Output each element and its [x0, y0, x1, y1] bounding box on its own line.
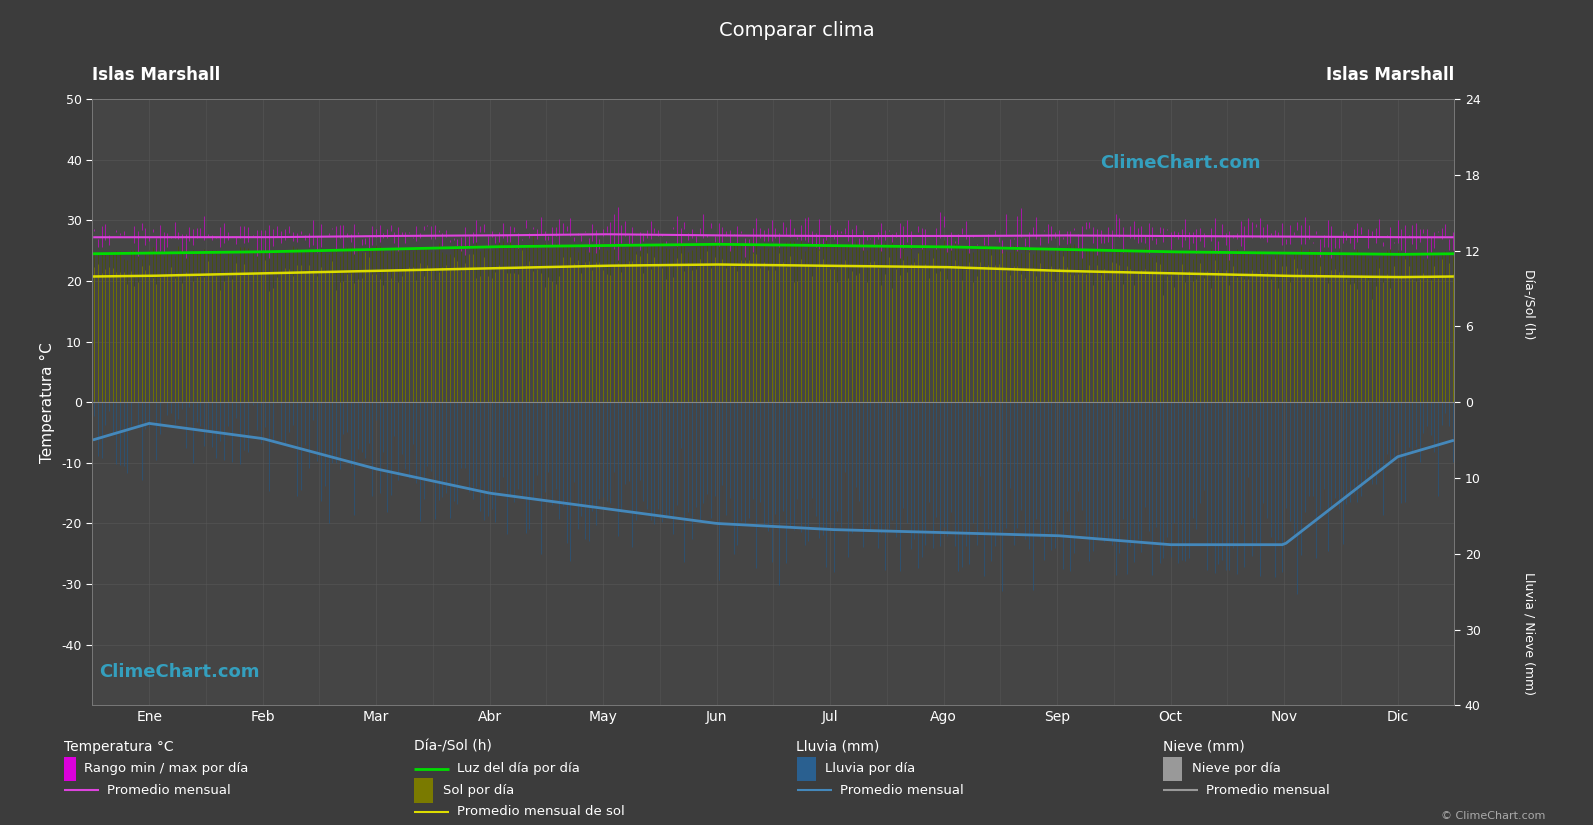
Text: Sol por día: Sol por día	[443, 784, 515, 797]
Text: Día-/Sol (h): Día-/Sol (h)	[1523, 269, 1536, 339]
Text: Nieve por día: Nieve por día	[1192, 762, 1281, 776]
Text: Rango min / max por día: Rango min / max por día	[84, 762, 249, 776]
Text: Promedio mensual: Promedio mensual	[1206, 784, 1330, 797]
Text: Lluvia / Nieve (mm): Lluvia / Nieve (mm)	[1523, 572, 1536, 695]
Text: Lluvia por día: Lluvia por día	[825, 762, 916, 776]
Text: Luz del día por día: Luz del día por día	[457, 762, 580, 776]
Text: Promedio mensual: Promedio mensual	[840, 784, 964, 797]
Text: Islas Marshall: Islas Marshall	[92, 66, 221, 84]
Text: Nieve (mm): Nieve (mm)	[1163, 740, 1244, 753]
Text: Temperatura °C: Temperatura °C	[64, 740, 174, 753]
Y-axis label: Temperatura °C: Temperatura °C	[40, 342, 54, 463]
Text: Promedio mensual: Promedio mensual	[107, 784, 231, 797]
Text: ClimeChart.com: ClimeChart.com	[1101, 153, 1260, 172]
Text: Promedio mensual de sol: Promedio mensual de sol	[457, 805, 624, 818]
Text: ClimeChart.com: ClimeChart.com	[99, 663, 260, 681]
Text: Comparar clima: Comparar clima	[718, 21, 875, 40]
Text: © ClimeChart.com: © ClimeChart.com	[1440, 811, 1545, 821]
Text: Día-/Sol (h): Día-/Sol (h)	[414, 740, 492, 753]
Text: Lluvia (mm): Lluvia (mm)	[796, 740, 879, 753]
Text: Islas Marshall: Islas Marshall	[1325, 66, 1454, 84]
